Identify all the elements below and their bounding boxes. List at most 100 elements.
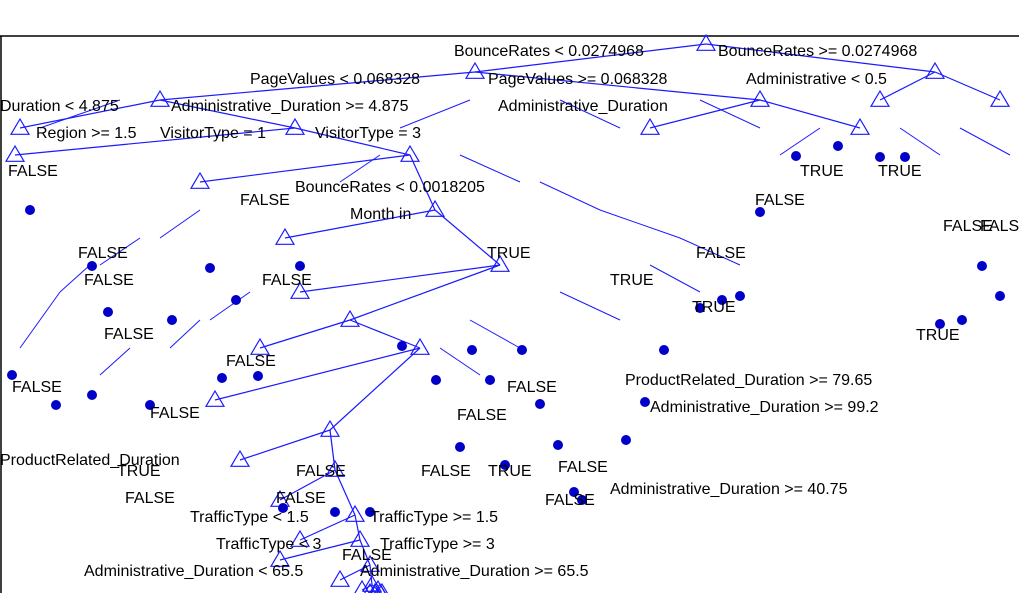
leaf-label: TRUE [692,299,736,316]
tree-labels: BounceRates < 0.0274968 BounceRates >= 0… [0,43,1019,580]
split-label: BounceRates >= 0.0274968 [718,43,917,60]
tree-edge [299,264,501,293]
leaf-label: TRUE [800,163,844,180]
leaf-node-dot [833,141,843,151]
leaf-label: FALSE [943,218,993,235]
leaf-node-dot [517,345,527,355]
tree-nodes [4,33,1011,593]
split-label: PageValues >= 0.068328 [488,71,668,88]
leaf-node-dot [500,460,510,470]
leaf-node-dot [231,295,241,305]
tree-edge [439,347,481,376]
leaf-node-dot [935,319,945,329]
leaf-label: FALSE [12,379,62,396]
leaf-node-dot [205,263,215,273]
leaf-node-dot [717,295,727,305]
tree-edge [99,347,131,376]
split-node-triangle [329,569,351,587]
tree-edge [39,99,121,129]
tree-edge [699,99,761,129]
split-label: Administrative_Duration >= 65.5 [360,563,589,580]
tree-edge [934,71,1001,101]
leaf-node-dot [330,507,340,517]
tree-edge [279,539,361,561]
split-label: Duration < 4.875 [0,98,119,115]
tree-edge [284,209,436,239]
split-node-triangle [399,144,421,162]
split-node-triangle [376,582,388,593]
split-node-triangle [289,529,311,547]
leaf-node-dot [455,442,465,452]
tree-edge [159,71,476,101]
leaf-label: TRUE [916,327,960,344]
leaf-node-dot [25,205,35,215]
split-node-triangle [359,554,381,572]
tree-edge [339,154,381,183]
leaf-label: FALSE [276,490,326,507]
tree-edge [279,469,336,501]
leaf-node-dot [569,487,579,497]
split-node-triangle [324,459,346,477]
split-node-triangle [749,89,771,107]
tree-edge [159,209,201,239]
tree-edge [354,514,361,541]
split-label: PageValues < 0.068328 [250,71,420,88]
tree-edge [599,209,681,239]
tree-edge [459,154,521,183]
split-node-triangle [369,582,381,593]
leaf-node-dot [957,315,967,325]
tree-edge [259,319,351,349]
leaf-node-dot [278,503,288,513]
leaf-node-dot [995,291,1005,301]
split-node-triangle [989,89,1011,107]
split-label: Administrative_Duration [498,98,668,115]
tree-edge [239,429,331,461]
split-node-triangle [149,89,171,107]
leaf-label: FALSE [296,463,346,480]
tree-edge [779,127,821,156]
split-node-triangle [374,582,386,593]
split-node-triangle [464,61,486,79]
leaf-node-dot [640,397,650,407]
split-node-triangle [204,389,226,407]
leaf-label: FALSE [150,405,200,422]
leaf-node-dot [659,345,669,355]
split-node-triangle [869,89,891,107]
leaf-node-dot [467,345,477,355]
leaf-label: FALSE [558,459,608,476]
leaf-label: FALSE [696,245,746,262]
split-node-triangle [849,117,871,135]
tree-edge [359,539,371,566]
split-label: VisitorType = 1 [160,125,266,142]
leaf-label: TRUE [878,163,922,180]
tree-edge [705,43,936,73]
split-label: VisitorType = 3 [315,125,421,142]
leaf-node-dot [553,440,563,450]
leaf-node-dot [900,152,910,162]
split-node-triangle [284,117,306,135]
leaf-node-dot [977,261,987,271]
split-node-triangle [339,309,361,327]
leaf-label: TRUE [487,245,531,262]
tree-edge [369,564,373,586]
tree-edge [349,264,501,321]
leaf-node-dot [431,375,441,385]
split-label: Administrative < 0.5 [746,71,887,88]
tree-edge [959,127,1011,156]
leaf-label: FALSE [262,272,312,289]
split-node-triangle [349,529,371,547]
leaf-node-dot [875,152,885,162]
tree-edge [214,347,421,401]
tree-edge [19,99,161,129]
leaf-node-dot [7,370,17,380]
leaf-label: FALSE [78,245,128,262]
split-node-triangle [269,549,291,567]
split-node-triangle [9,117,31,135]
split-node-triangle [344,504,366,522]
leaf-node-dot [695,303,705,313]
split-node-triangle [189,171,211,189]
leaf-node-dot [791,151,801,161]
tree-edge [14,127,296,156]
tree-edge [19,319,41,349]
